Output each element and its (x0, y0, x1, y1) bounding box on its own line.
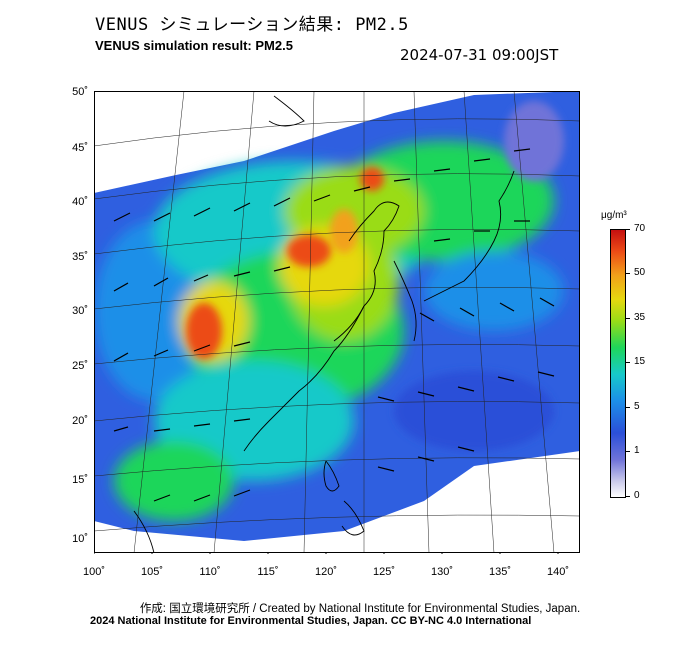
colorbar-label-35: 35 (634, 312, 646, 323)
lat-label-50: 50˚ (72, 86, 88, 98)
lon-label-110: 110˚ (199, 566, 221, 578)
lon-label-105: 105˚ (140, 566, 164, 578)
colorbar-label-15: 15 (634, 356, 646, 367)
lon-label-125: 125˚ (372, 566, 396, 578)
colorbar-label-0: 0 (634, 490, 640, 501)
credit-line-creator: 作成: 国立環境研究所 / Created by National Instit… (139, 603, 581, 615)
lon-label-130: 130˚ (430, 566, 454, 578)
colorbar-label-5: 5 (634, 401, 640, 412)
pm25-map (94, 91, 580, 554)
lat-label-45: 45˚ (72, 142, 88, 154)
map-frame (94, 91, 580, 553)
hotspots (186, 101, 564, 451)
lon-label-135: 135˚ (488, 566, 512, 578)
lat-label-15: 15˚ (72, 474, 88, 486)
lat-label-10: 10˚ (72, 533, 88, 545)
title-japanese: VENUS シミュレーション結果: PM2.5 (95, 15, 409, 35)
forecast-timestamp: 2024-07-31 09:00JST (400, 46, 559, 64)
lon-label-115: 115˚ (257, 566, 279, 578)
graticule (94, 91, 580, 553)
axis-ticks (94, 553, 559, 554)
colorbar-gradient (610, 229, 626, 498)
colorbar-label-50: 50 (634, 267, 646, 278)
colorbar: μg/m³ 70 50 35 15 5 1 0 (601, 210, 661, 510)
colorbar-unit: μg/m³ (601, 210, 627, 221)
lat-label-30: 30˚ (72, 305, 88, 317)
lon-label-120: 120˚ (314, 566, 338, 578)
title-english: VENUS simulation result: PM2.5 (95, 38, 293, 53)
lon-label-100: 100˚ (82, 566, 106, 578)
colorbar-label-70: 70 (634, 223, 646, 234)
lat-label-25: 25˚ (72, 360, 88, 372)
lat-label-40: 40˚ (72, 196, 88, 208)
coastlines (133, 95, 515, 553)
credit-line-license: 2024 National Institute for Environmenta… (90, 615, 532, 627)
colorbar-label-1: 1 (634, 445, 640, 456)
lat-label-35: 35˚ (72, 251, 88, 263)
lon-label-140: 140˚ (546, 566, 570, 578)
wind-vectors (113, 148, 555, 502)
lat-label-20: 20˚ (72, 415, 88, 427)
